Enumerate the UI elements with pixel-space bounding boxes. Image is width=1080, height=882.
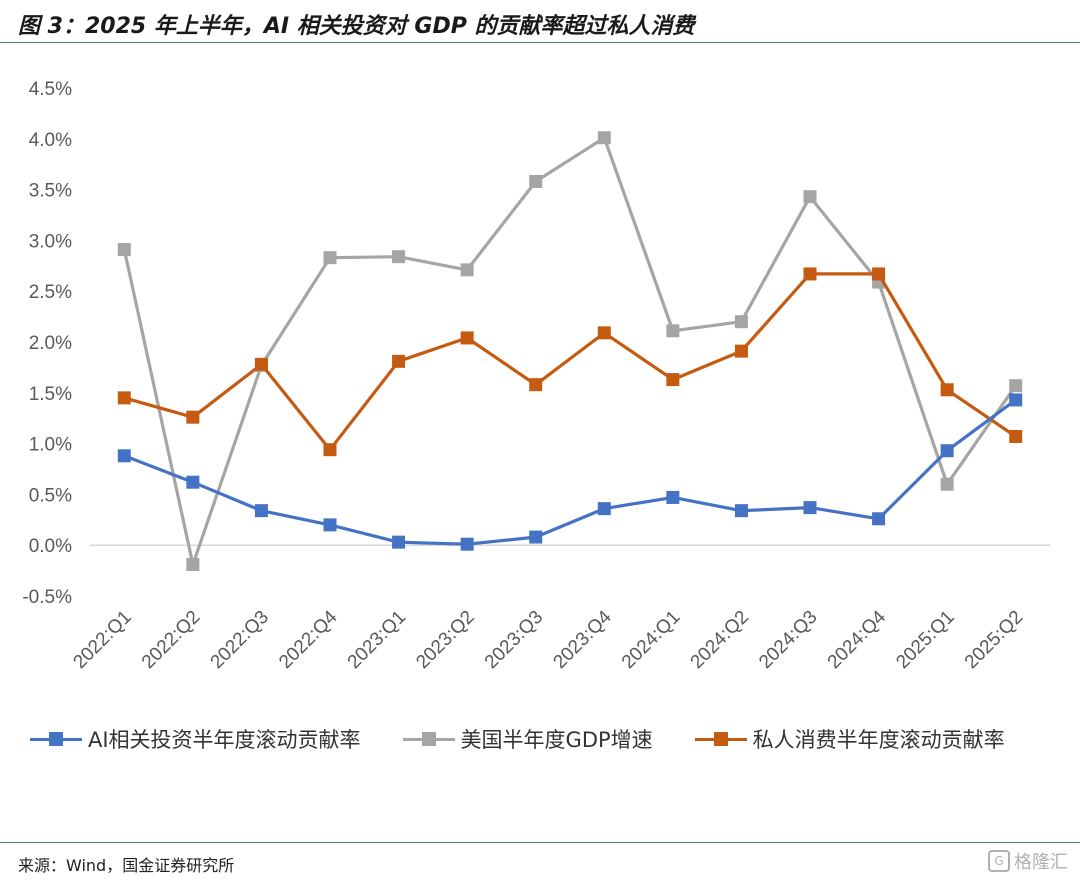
data-point-ai-investment: [803, 501, 817, 515]
data-point-private-consumption: [186, 410, 200, 424]
data-point-gdp-growth: [186, 558, 200, 572]
data-point-private-consumption: [666, 373, 680, 387]
data-point-gdp-growth: [666, 324, 680, 338]
x-tick-label: 2024:Q2: [687, 607, 753, 673]
x-tick-label: 2025:Q1: [892, 607, 958, 673]
data-point-gdp-growth: [597, 131, 611, 145]
y-tick-label: 4.0%: [29, 130, 72, 151]
watermark: G 格隆汇: [988, 848, 1068, 874]
legend: AI相关投资半年度滚动贡献率 美国半年度GDP增速 私人消费半年度滚动贡献率: [30, 724, 1070, 754]
data-point-gdp-growth: [734, 315, 748, 329]
bottom-rule: [0, 842, 1080, 843]
x-tick-label: 2024:Q3: [755, 607, 821, 673]
data-point-private-consumption: [392, 354, 406, 368]
data-point-ai-investment: [666, 490, 680, 504]
series-gdp-growth: [117, 131, 1023, 572]
x-tick-label: 2024:Q1: [618, 607, 684, 673]
x-tick-label: 2022:Q4: [275, 606, 342, 673]
data-point-private-consumption: [872, 267, 886, 281]
data-point-ai-investment: [254, 504, 268, 518]
data-point-private-consumption: [323, 443, 337, 457]
data-point-ai-investment: [734, 504, 748, 518]
legend-swatch-consumption: [694, 731, 747, 746]
x-tick-label: 2023:Q2: [412, 607, 478, 673]
data-point-gdp-growth: [1009, 379, 1023, 393]
data-point-gdp-growth: [460, 263, 474, 277]
data-point-ai-investment: [460, 537, 474, 551]
y-tick-label: 3.5%: [29, 181, 72, 202]
data-point-private-consumption: [529, 378, 543, 392]
top-rule: [0, 42, 1080, 43]
legend-item-ai: AI相关投资半年度滚动贡献率: [30, 724, 361, 754]
x-tick-label: 2023:Q3: [481, 607, 547, 673]
series-line-gdp-growth: [122, 136, 1018, 567]
x-tick-label: 2023:Q4: [549, 606, 616, 673]
data-point-gdp-growth: [803, 190, 817, 204]
data-point-ai-investment: [323, 518, 337, 532]
data-point-private-consumption: [734, 344, 748, 358]
series-line-private-consumption: [123, 272, 1017, 452]
watermark-logo-icon: G: [988, 850, 1010, 872]
series-ai-investment: [117, 393, 1023, 551]
data-point-ai-investment: [529, 530, 543, 544]
data-point-gdp-growth: [323, 251, 337, 265]
data-point-ai-investment: [186, 475, 200, 489]
watermark-text: 格隆汇: [1014, 852, 1068, 873]
y-tick-label: -0.5%: [22, 587, 72, 608]
data-point-private-consumption: [597, 326, 611, 340]
series-layer: [117, 131, 1023, 572]
x-axis: 2022:Q1 2022:Q2 2022:Q3 2022:Q4 2023:Q1 2023:…: [69, 606, 1027, 673]
x-tick-label: 2023:Q1: [344, 607, 410, 673]
source-note: 来源：Wind，国金证券研究所: [18, 856, 235, 875]
legend-label-consumption: 私人消费半年度滚动贡献率: [752, 728, 1005, 752]
series-line-ai-investment: [123, 398, 1017, 546]
x-tick-label: 2024:Q4: [824, 606, 891, 673]
y-tick-label: 3.0%: [29, 231, 72, 252]
data-point-ai-investment: [1009, 393, 1023, 407]
figure-title: 图 3：2025 年上半年，AI 相关投资对 GDP 的贡献率超过私人消费: [18, 14, 695, 39]
legend-label-gdp: 美国半年度GDP增速: [460, 728, 653, 752]
data-point-private-consumption: [117, 391, 131, 405]
data-point-gdp-growth: [392, 250, 406, 264]
legend-swatch-gdp: [402, 731, 455, 746]
y-axis: -0.5% 0.0% 0.5% 1.0% 1.5% 2.0% 2.5% 3.0% 3.5% 4.0…: [22, 79, 72, 608]
x-tick-label: 2022:Q1: [69, 607, 135, 673]
legend-swatch-ai: [30, 731, 82, 746]
data-point-gdp-growth: [940, 477, 954, 491]
data-point-gdp-growth: [117, 243, 131, 257]
data-point-gdp-growth: [529, 174, 543, 188]
x-tick-label: 2025:Q2: [961, 607, 1027, 673]
y-tick-label: 2.5%: [29, 282, 72, 303]
legend-label-ai: AI相关投资半年度滚动贡献率: [88, 728, 361, 752]
data-point-ai-investment: [597, 502, 611, 516]
x-tick-label: 2022:Q2: [138, 607, 204, 673]
legend-item-consumption: 私人消费半年度滚动贡献率: [694, 724, 1005, 754]
data-point-private-consumption: [803, 267, 817, 281]
y-tick-label: 1.0%: [29, 435, 72, 456]
data-point-private-consumption: [254, 357, 268, 371]
y-tick-label: 4.5%: [29, 79, 72, 100]
y-tick-label: 0.0%: [29, 536, 72, 557]
y-tick-label: 1.5%: [29, 384, 72, 405]
data-point-private-consumption: [460, 331, 474, 345]
line-chart: -0.5% 0.0% 0.5% 1.0% 1.5% 2.0% 2.5% 3.0% 3.5% 4.0…: [22, 79, 1050, 673]
data-point-private-consumption: [940, 383, 954, 397]
x-tick-label: 2022:Q3: [207, 607, 273, 673]
data-point-ai-investment: [940, 444, 954, 458]
y-tick-label: 0.5%: [29, 485, 72, 506]
data-point-ai-investment: [392, 535, 406, 549]
legend-item-gdp: 美国半年度GDP增速: [402, 724, 653, 754]
data-point-ai-investment: [117, 449, 131, 463]
series-private-consumption: [117, 267, 1023, 457]
y-tick-label: 2.0%: [29, 333, 72, 354]
data-point-private-consumption: [1009, 429, 1023, 443]
data-point-ai-investment: [872, 512, 886, 526]
